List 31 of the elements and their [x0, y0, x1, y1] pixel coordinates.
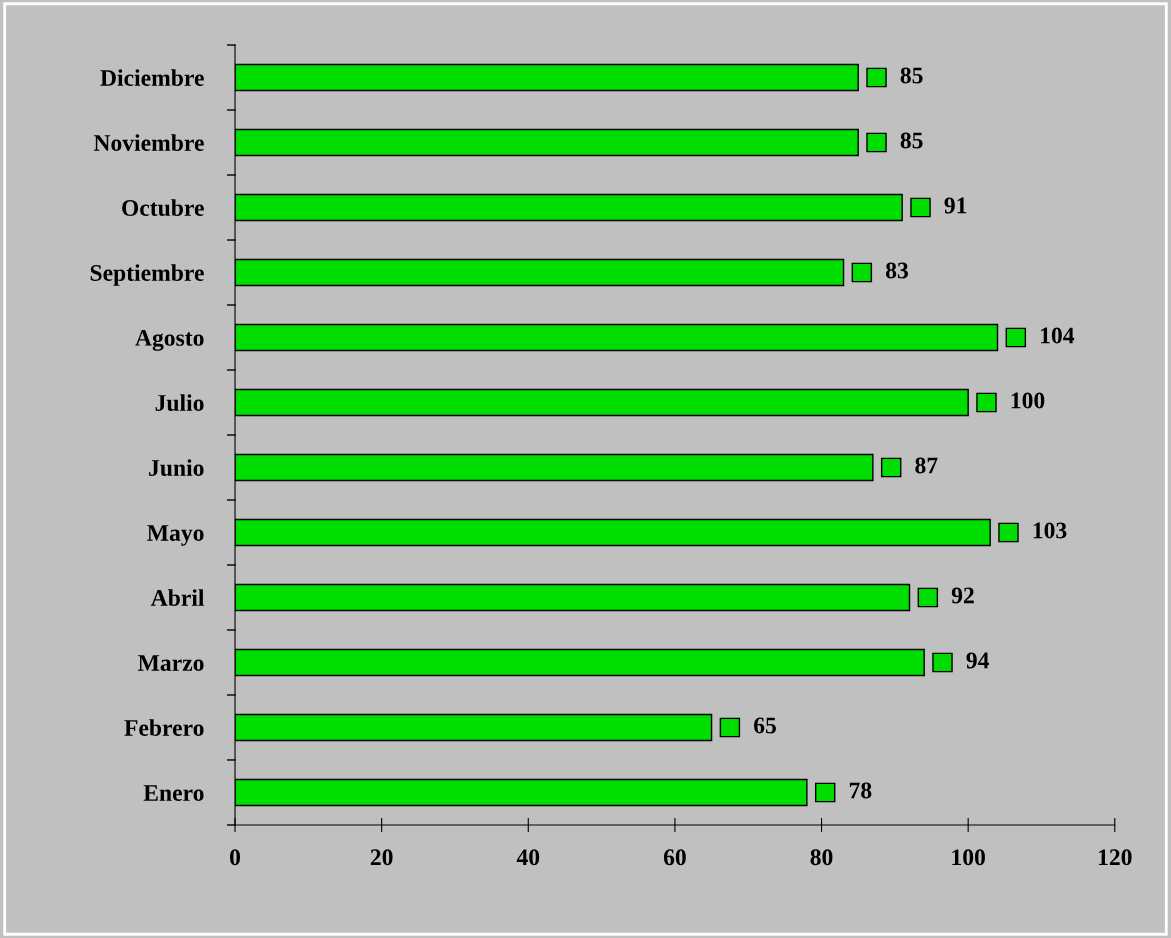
x-tick-label: 0 — [230, 849, 241, 866]
y-tick-label: Junio — [149, 459, 204, 476]
data-label: 94 — [966, 652, 990, 669]
x-tick-label: 120 — [1098, 849, 1132, 866]
data-label: 92 — [951, 587, 974, 604]
data-label: 103 — [1033, 522, 1067, 539]
y-tick-label: Abril — [150, 589, 205, 606]
x-tick-label: 40 — [516, 849, 540, 866]
y-tick-label: Agosto — [135, 330, 204, 351]
data-label: 87 — [915, 457, 938, 474]
data-label: 91 — [944, 197, 967, 214]
data-label: 78 — [849, 782, 872, 799]
x-tick-label: 80 — [810, 849, 833, 866]
data-label: 100 — [1011, 392, 1045, 409]
y-tick-label: Enero — [143, 785, 204, 801]
x-tick-label: 60 — [663, 849, 686, 866]
y-tick-label: Noviembre — [93, 134, 204, 151]
y-tick-label: Mayo — [147, 525, 204, 546]
data-label: 104 — [1041, 327, 1075, 344]
y-tick-label: Octubre — [122, 199, 204, 216]
x-tick-label: 100 — [952, 849, 985, 866]
x-tick-label: 20 — [370, 849, 393, 866]
y-tick-label: Febrero — [124, 719, 204, 736]
y-tick-label: Julio — [155, 394, 204, 411]
y-tick-label: Diciembre — [100, 69, 204, 86]
y-tick-label: Septiembre — [90, 264, 204, 286]
y-tick-label: Marzo — [138, 655, 204, 671]
data-label: 85 — [900, 132, 923, 149]
data-label: 85 — [900, 67, 923, 84]
data-label: 65 — [754, 717, 776, 734]
data-label: 83 — [885, 262, 908, 279]
